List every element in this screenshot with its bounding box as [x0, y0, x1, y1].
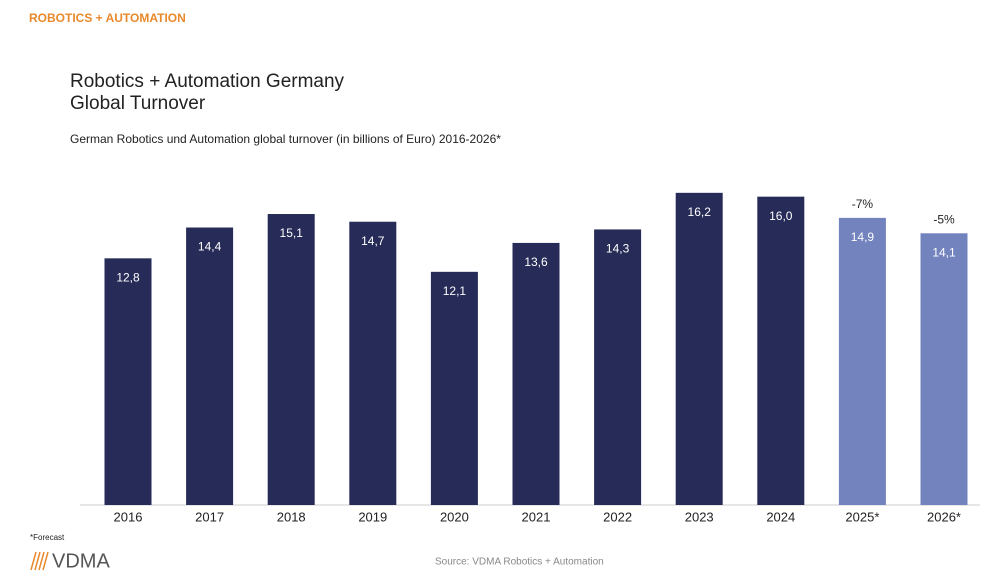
logo-mark	[30, 551, 49, 571]
value-label: 14,1	[932, 245, 956, 259]
bar	[186, 227, 234, 505]
value-label: 16,0	[769, 209, 793, 223]
bar	[430, 271, 478, 505]
bar	[920, 233, 968, 505]
bar	[675, 192, 723, 506]
change-label: -7%	[852, 197, 874, 211]
x-tick-label: 2016	[114, 509, 143, 524]
change-label: -5%	[933, 212, 955, 226]
bar	[104, 258, 152, 505]
value-label: 13,6	[524, 255, 548, 269]
value-label: 12,1	[443, 284, 467, 298]
x-tick-label: 2017	[195, 509, 224, 524]
x-tick-label: 2025*	[845, 509, 879, 524]
subtitle: German Robotics und Automation global tu…	[70, 132, 501, 146]
x-tick-label: 2019	[358, 509, 387, 524]
header: ROBOTICS + AUTOMATION	[29, 11, 186, 25]
x-tick-label: 2018	[277, 509, 306, 524]
value-label: 14,3	[606, 242, 630, 256]
x-tick-label: 2022	[603, 509, 632, 524]
bar	[757, 196, 805, 505]
x-tick-label: 2021	[522, 509, 551, 524]
value-label: 14,7	[361, 234, 385, 248]
x-tick-label: 2026*	[927, 509, 961, 524]
source: Source: VDMA Robotics + Automation	[435, 557, 604, 568]
bar	[594, 229, 642, 505]
value-label: 12,8	[116, 271, 140, 285]
value-label: 14,9	[851, 230, 875, 244]
x-tick-label: 2023	[685, 509, 714, 524]
bar	[267, 214, 315, 505]
logo: VDMA	[52, 550, 110, 572]
chart-title: Robotics + Automation Germany	[70, 71, 345, 92]
bar	[838, 217, 886, 505]
value-label: 16,2	[688, 205, 712, 219]
value-label: 14,4	[198, 240, 222, 254]
bar	[349, 221, 397, 505]
bar	[512, 242, 560, 506]
chart-title: Global Turnover	[70, 93, 206, 114]
footnote: *Forecast	[30, 533, 65, 542]
x-tick-label: 2024	[766, 509, 795, 524]
value-label: 15,1	[280, 226, 304, 240]
x-tick-label: 2020	[440, 509, 469, 524]
